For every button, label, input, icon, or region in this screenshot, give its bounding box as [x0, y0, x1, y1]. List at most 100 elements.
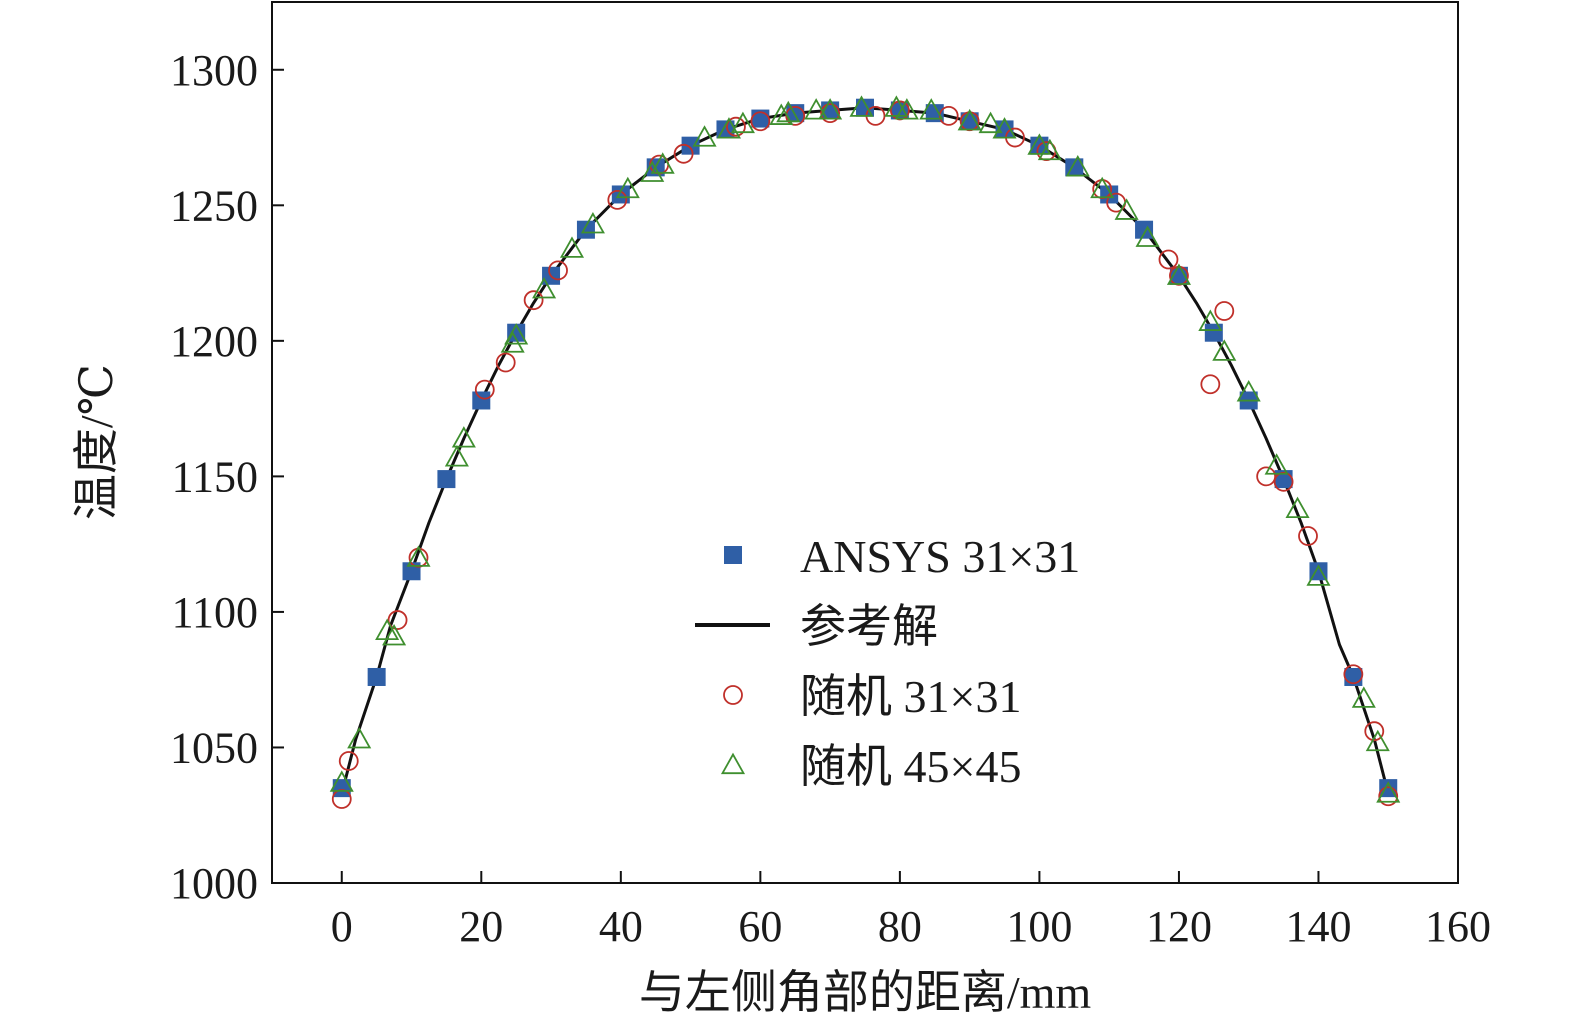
series-circle — [331, 100, 1399, 809]
y-tick-label: 1200 — [170, 317, 258, 366]
data-point-triangle — [500, 331, 525, 353]
legend-label: 随机 45×45 — [800, 741, 1021, 792]
data-point-triangle — [580, 211, 605, 234]
y-tick-label: 1050 — [170, 723, 258, 772]
data-point-triangle — [444, 445, 469, 467]
data-point-circle — [726, 116, 746, 137]
data-point-circle — [387, 610, 408, 630]
y-tick-label: 1100 — [172, 588, 258, 637]
data-point-circle — [1343, 664, 1364, 685]
y-axis-ticks: 1000 1050 1100 1150 1200 1250 1300 — [170, 46, 284, 908]
data-point-triangle — [849, 95, 874, 117]
data-point-square — [611, 185, 630, 204]
data-point-triangle — [1365, 729, 1390, 752]
data-point-triangle — [1212, 339, 1237, 361]
data-point-triangle — [1264, 453, 1289, 475]
data-point-triangle — [1065, 155, 1090, 177]
data-point-triangle — [406, 545, 431, 567]
data-point-triangle — [1306, 564, 1331, 586]
data-point-triangle — [1285, 496, 1310, 519]
data-point-triangle — [1027, 133, 1052, 155]
data-point-triangle — [992, 117, 1017, 139]
data-point-triangle — [919, 98, 944, 120]
data-point-square — [995, 120, 1014, 139]
x-tick-label: 20 — [459, 902, 503, 951]
data-point-triangle — [347, 726, 372, 749]
data-point-circle — [1214, 301, 1235, 321]
data-point-triangle — [382, 623, 407, 646]
data-point-triangle — [894, 98, 919, 120]
data-point-circle — [820, 103, 841, 124]
data-point-triangle — [1236, 380, 1261, 402]
data-point-circle — [548, 260, 568, 281]
data-point-triangle — [559, 236, 585, 258]
x-tick-label: 120 — [1146, 902, 1212, 951]
y-axis-title: 温度/℃ — [71, 364, 122, 520]
data-point-triangle — [730, 111, 755, 134]
data-point-triangle — [1135, 225, 1160, 247]
data-point-square — [576, 220, 595, 239]
data-point-circle — [338, 751, 359, 771]
y-tick-label: 1000 — [170, 859, 258, 908]
data-point-triangle — [615, 176, 640, 199]
data-point-circle — [1158, 249, 1179, 270]
data-point-triangle — [978, 111, 1003, 134]
x-tick-label: 0 — [331, 902, 353, 951]
data-point-circle — [1256, 466, 1277, 487]
legend-label: ANSYS 31×31 — [800, 531, 1080, 582]
data-point-circle — [495, 352, 516, 373]
legend-label: 随机 31×31 — [800, 671, 1021, 722]
data-point-circle — [331, 789, 352, 809]
data-point-square — [367, 667, 386, 686]
x-tick-label: 60 — [738, 902, 782, 951]
y-tick-label: 1300 — [170, 46, 258, 95]
data-point-triangle — [1376, 781, 1401, 803]
legend-marker-circle — [723, 685, 743, 705]
y-tick-label: 1250 — [170, 181, 258, 230]
data-point-triangle — [957, 108, 982, 131]
data-point-triangle — [818, 98, 843, 120]
data-point-circle — [750, 111, 771, 132]
legend-marker-triangle — [720, 752, 746, 775]
data-point-square — [507, 323, 526, 342]
data-point-triangle — [776, 100, 801, 123]
plot-area — [271, 1, 1459, 884]
data-point-triangle — [1114, 198, 1139, 220]
data-point-circle — [1364, 721, 1385, 742]
legend-label: 参考解 — [800, 601, 938, 652]
x-tick-label: 80 — [878, 902, 922, 951]
data-point-circle — [523, 290, 544, 311]
data-point-triangle — [640, 160, 665, 182]
data-point-square — [332, 779, 351, 798]
data-point-triangle — [532, 277, 557, 299]
data-point-triangle — [1037, 138, 1062, 161]
data-point-triangle — [1166, 263, 1191, 285]
data-point-square — [1135, 220, 1154, 239]
x-axis-ticks: 0 20 40 60 80 100 120 140 160 — [331, 871, 1491, 951]
data-point-square — [681, 136, 700, 155]
data-point-circle — [607, 189, 628, 210]
series-triangle — [329, 95, 1401, 803]
data-point-circle — [938, 105, 959, 126]
data-point-circle — [1200, 374, 1221, 395]
data-point-circle — [474, 379, 495, 400]
data-point-triangle — [769, 103, 794, 125]
x-tick-label: 140 — [1285, 902, 1351, 951]
data-point-triangle — [1351, 686, 1376, 708]
data-point-circle — [1273, 471, 1294, 492]
data-point-triangle — [329, 770, 354, 792]
data-point-triangle — [692, 125, 717, 147]
x-tick-label: 40 — [599, 902, 643, 951]
data-point-triangle — [1198, 309, 1223, 331]
legend-marker-square — [724, 546, 742, 564]
data-point-square — [1169, 266, 1188, 285]
y-tick-label: 1150 — [172, 452, 258, 501]
x-tick-label: 160 — [1425, 902, 1491, 951]
data-point-triangle — [504, 323, 529, 345]
data-point-square — [472, 391, 491, 410]
data-point-triangle — [804, 98, 829, 120]
series-layer — [329, 95, 1401, 809]
x-tick-label: 100 — [1006, 902, 1072, 951]
